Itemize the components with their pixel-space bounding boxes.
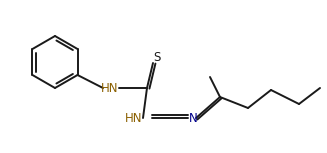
- Text: HN: HN: [125, 112, 143, 125]
- Text: N: N: [189, 112, 198, 125]
- Text: HN: HN: [101, 82, 119, 95]
- Text: S: S: [153, 50, 161, 63]
